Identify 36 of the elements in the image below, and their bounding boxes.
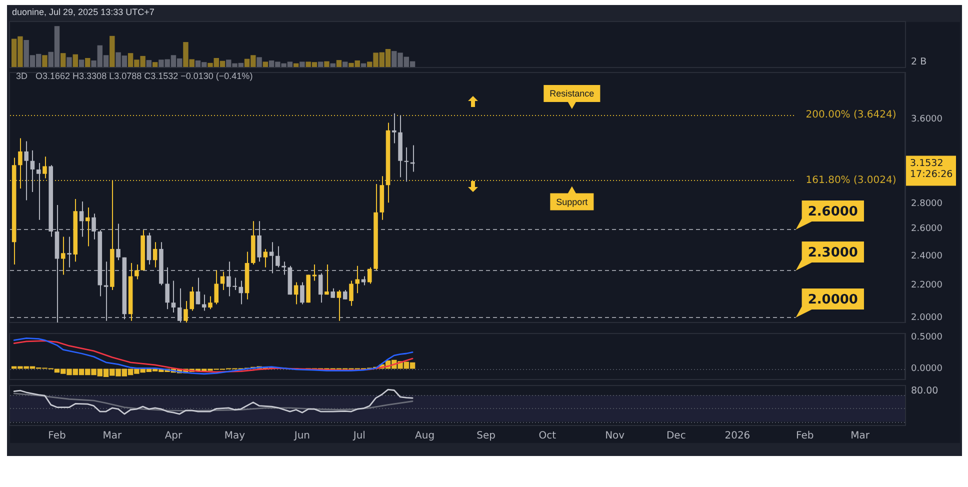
y-tick-label: 2.0000	[911, 312, 943, 323]
ref-line-label: 2.0000	[808, 292, 858, 308]
x-tick-label: Sep	[476, 430, 496, 442]
chart-title: 3D	[16, 71, 28, 81]
text: 80.00	[911, 385, 938, 396]
ref-line-label: 161.80% (3.0024)	[806, 174, 896, 186]
ref-line-label: 2.3000	[808, 245, 858, 260]
chart-title: duonine, Jul 29, 2025 13:33 UTC+7	[12, 7, 154, 17]
y-tick-label: 2.2000	[911, 280, 943, 291]
x-tick-label: Nov	[605, 430, 625, 442]
ref-line-label: 200.00% (3.6424)	[806, 110, 896, 121]
y-tick-label: 0.5000	[911, 332, 943, 342]
x-tick-label: Aug	[415, 430, 435, 442]
text: 2 B	[911, 56, 927, 68]
chart-subtitle: O3.1662 H3.3308 L3.0788 C3.1532 −0.0130 (−0.41%)	[36, 71, 253, 81]
y-tick-label: 2.8000	[911, 199, 943, 210]
x-tick-label: Jul	[352, 430, 366, 442]
y-tick-label: 0.0000	[911, 364, 943, 374]
text: 17:26:26	[910, 169, 953, 180]
x-tick-label: Oct	[538, 430, 556, 442]
x-tick-label: Dec	[666, 430, 686, 442]
x-tick-label: May	[224, 430, 246, 442]
y-tick-label: 3.6000	[911, 114, 943, 124]
x-tick-label: Mar	[102, 430, 122, 442]
x-tick-label: Jun	[293, 430, 310, 442]
x-tick-label: Mar	[850, 430, 870, 442]
x-tick-label: Apr	[164, 430, 184, 442]
ref-line-label: 2.6000	[808, 204, 858, 220]
annotation: Resistance	[550, 88, 594, 98]
text: 3.1532	[910, 158, 944, 170]
y-tick-label: 2.6000	[911, 224, 943, 234]
x-tick-label: 2026	[724, 430, 750, 442]
y-tick-label: 2.4000	[911, 251, 943, 262]
annotation: Support	[556, 196, 588, 207]
x-tick-label: Feb	[796, 430, 814, 442]
x-tick-label: Feb	[48, 430, 66, 442]
